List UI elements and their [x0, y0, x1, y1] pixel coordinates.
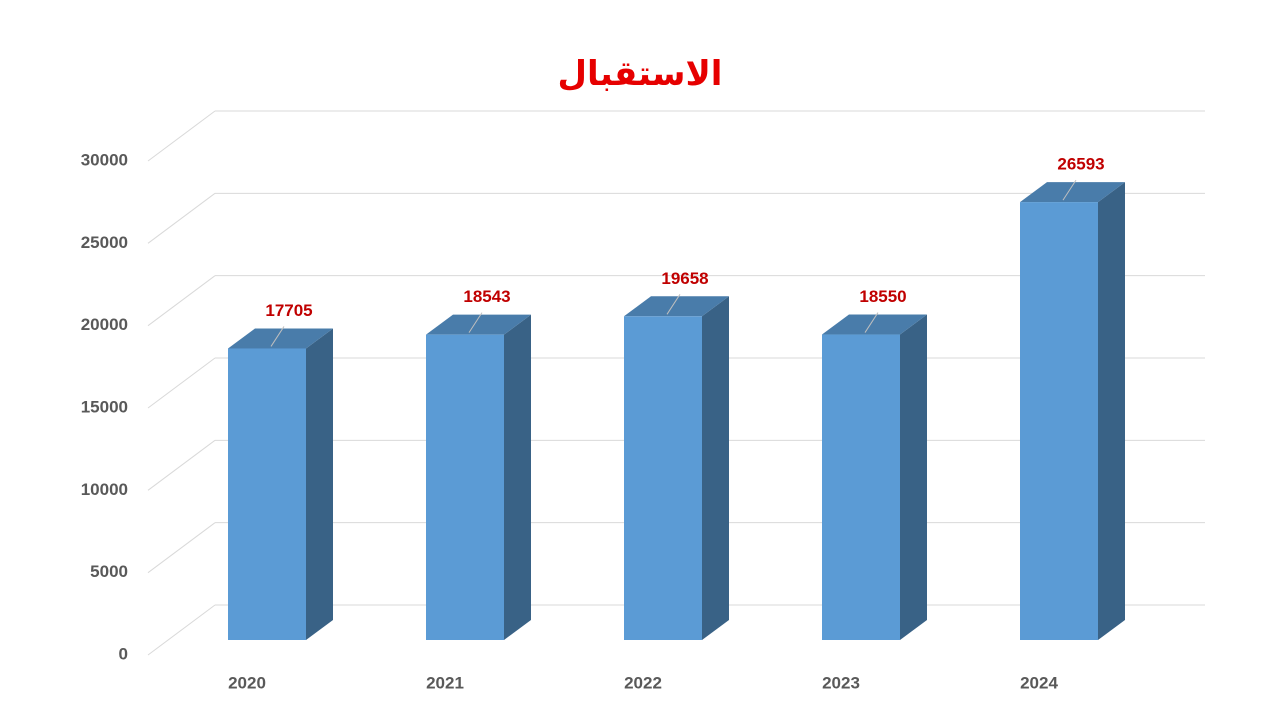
value-label: 26593	[1057, 155, 1104, 174]
bar-top	[426, 314, 531, 335]
side-grid-line	[147, 275, 216, 327]
chart-title: الاستقبال	[558, 55, 723, 93]
bar-side	[306, 328, 333, 640]
leader-line	[270, 326, 285, 347]
bar	[426, 334, 504, 640]
bar	[624, 316, 702, 640]
value-label: 17705	[265, 301, 312, 320]
leader-line	[468, 312, 483, 333]
value-label: 19658	[661, 269, 708, 288]
side-grid-line	[147, 357, 216, 409]
y-tick-label: 20000	[81, 315, 128, 334]
y-tick-label: 0	[119, 644, 128, 663]
bar-side	[702, 296, 729, 640]
bar-top	[822, 314, 927, 335]
bar-side	[900, 314, 927, 640]
x-tick-label: 2020	[228, 673, 266, 692]
leader-line	[666, 294, 681, 315]
leader-line	[864, 312, 879, 333]
bar	[1020, 202, 1098, 640]
side-grid-line	[147, 522, 216, 574]
bar-side	[1098, 182, 1125, 640]
y-tick-label: 25000	[81, 233, 128, 252]
bar-top	[1020, 182, 1125, 203]
side-grid-line	[147, 110, 216, 162]
side-grid-line	[147, 604, 216, 656]
y-tick-label: 5000	[90, 562, 128, 581]
bar-side	[504, 314, 531, 640]
bar	[228, 348, 306, 640]
x-tick-label: 2023	[822, 673, 860, 692]
y-tick-label: 15000	[81, 397, 128, 416]
value-label: 18550	[859, 287, 906, 306]
bar	[822, 334, 900, 640]
side-grid-line	[147, 192, 216, 244]
y-tick-label: 10000	[81, 480, 128, 499]
bar-top	[624, 296, 729, 317]
y-tick-label: 30000	[81, 150, 128, 169]
bar-top	[228, 328, 333, 349]
leader-line	[1062, 179, 1077, 201]
x-tick-label: 2021	[426, 673, 464, 692]
value-label: 18543	[463, 287, 510, 306]
x-tick-label: 2024	[1020, 673, 1058, 692]
side-grid-line	[147, 439, 216, 491]
x-tick-label: 2022	[624, 673, 662, 692]
